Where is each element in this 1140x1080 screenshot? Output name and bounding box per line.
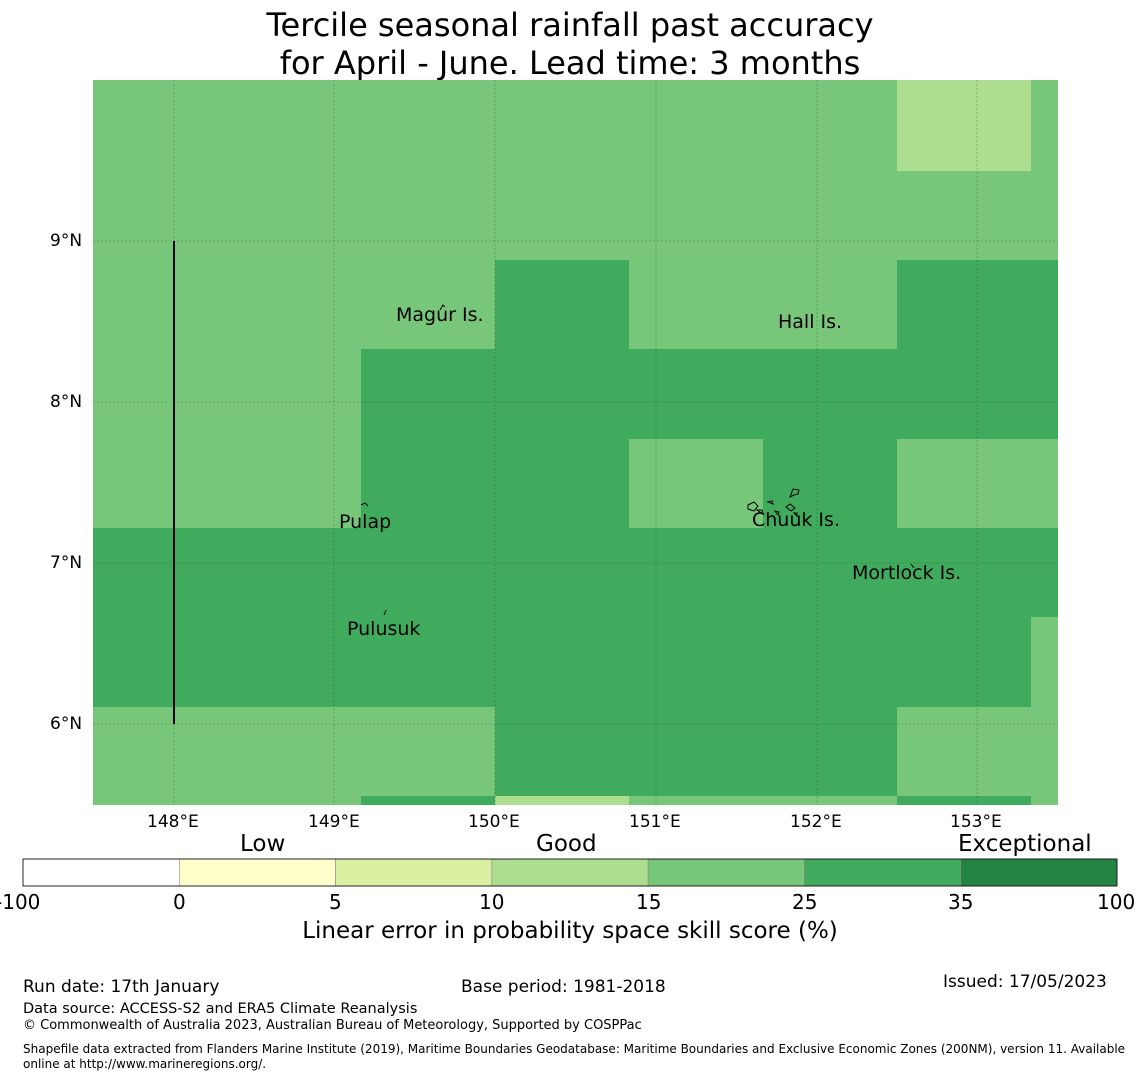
colorbar-tick-label: 0	[173, 890, 186, 914]
island-pulusuk	[383, 609, 387, 616]
y-tick-label: 7°N	[50, 553, 83, 573]
y-tick-label: 9°N	[50, 231, 83, 251]
skill-cell	[495, 260, 629, 349]
skill-cells	[93, 80, 1058, 805]
colorbar-tick-label: 100	[1097, 890, 1136, 914]
issued-date: Issued: 17/05/2023	[943, 972, 1107, 992]
title-line-1: Tercile seasonal rainfall past accuracy	[266, 6, 874, 44]
base-period: Base period: 1981-2018	[461, 977, 666, 997]
colorbar-segment	[960, 858, 1118, 887]
skill-cell	[897, 796, 1031, 805]
copyright: © Commonwealth of Australia 2023, Austra…	[23, 1018, 642, 1033]
x-tick-label: 151°E	[629, 812, 681, 832]
skill-cell	[629, 349, 1058, 439]
island-outlines	[360, 304, 915, 616]
place-label-pulap: Pulap	[339, 511, 392, 533]
skill-cell	[361, 349, 629, 528]
colorbar-segment	[804, 858, 962, 887]
x-tick-label: 149°E	[308, 812, 360, 832]
x-tick-label: 153°E	[950, 812, 1002, 832]
skill-cell	[495, 707, 897, 796]
colorbar-tick-label: -100	[0, 890, 41, 914]
chart-title: Tercile seasonal rainfall past accuracy …	[0, 6, 1140, 82]
graticule	[93, 80, 1058, 805]
skill-cell	[361, 796, 495, 805]
legend-category-good: Good	[536, 831, 597, 857]
colorbar-tick-label: 5	[329, 890, 342, 914]
skill-cell	[897, 260, 1058, 349]
colorbar-tick-label: 15	[636, 890, 662, 914]
y-tick-label: 6°N	[50, 714, 83, 734]
skill-cell	[93, 528, 1058, 617]
colorbar	[22, 858, 1118, 887]
place-label-pulusuk: Pulusuk	[347, 618, 421, 640]
legend-category-low: Low	[240, 831, 286, 857]
place-label-mortlock: Mortlock Is.	[852, 562, 962, 584]
shapefile-credit-line-1: Shapefile data extracted from Flanders M…	[23, 1042, 1126, 1056]
title-line-2: for April - June. Lead time: 3 months	[279, 44, 861, 82]
colorbar-frame	[22, 858, 1118, 887]
colorbar-tick-label: 25	[792, 890, 818, 914]
skill-cell	[897, 80, 1031, 171]
shapefile-credit-line-2: online at http://www.marineregions.org/.	[23, 1057, 267, 1071]
colorbar-segment	[178, 858, 336, 887]
place-label-magur: Magur Is.	[396, 304, 484, 326]
skill-cell	[93, 617, 1031, 707]
skill-cell	[495, 796, 629, 805]
island-magur	[439, 304, 446, 311]
colorbar-segment	[491, 858, 649, 887]
colorbar-segment	[647, 858, 805, 887]
x-tick-label: 152°E	[790, 812, 842, 832]
skill-cell	[763, 439, 897, 528]
x-tick-label: 150°E	[468, 812, 520, 832]
run-date: Run date: 17th January	[23, 977, 220, 997]
colorbar-label: Linear error in probability space skill …	[302, 918, 838, 944]
colorbar-segment	[335, 858, 493, 887]
island-pulap	[360, 502, 369, 507]
legend-category-exceptional: Exceptional	[958, 831, 1092, 857]
x-tick-label: 148°E	[147, 812, 199, 832]
colorbar-segment	[22, 858, 180, 887]
island-chuuk	[747, 488, 800, 518]
place-label-chuuk: Chuuk Is.	[752, 509, 840, 531]
island-mortlock	[910, 563, 915, 569]
colorbar-tick-label: 10	[479, 890, 505, 914]
data-source: Data source: ACCESS-S2 and ERA5 Climate …	[23, 1001, 418, 1017]
colorbar-tick-label: 35	[948, 890, 974, 914]
place-label-hall: Hall Is.	[778, 311, 843, 333]
y-tick-label: 8°N	[50, 392, 83, 412]
